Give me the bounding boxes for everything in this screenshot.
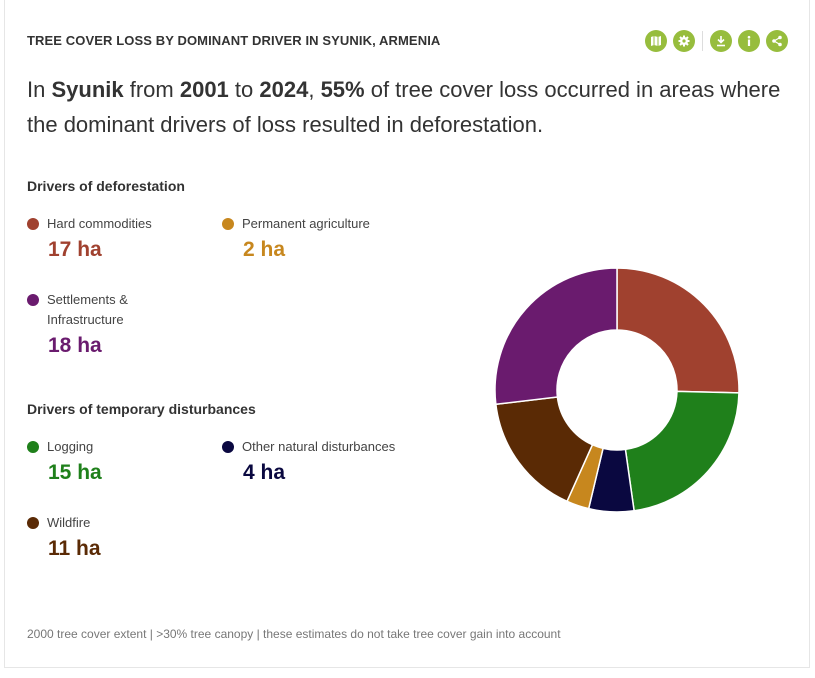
- legend-dot: [27, 441, 39, 453]
- deforestation-section-title: Drivers of deforestation: [27, 178, 185, 194]
- gear-icon: [678, 35, 690, 47]
- sentence-part: to: [228, 77, 260, 102]
- legend-value: 4 ha: [243, 461, 286, 484]
- legend-item-logging: Logging 15 ha: [27, 439, 102, 485]
- sentence-part: of tree cover loss occurred in areas whe…: [27, 77, 781, 137]
- legend-dot: [27, 218, 39, 230]
- sentence-location: Syunik: [51, 77, 124, 102]
- share-button[interactable]: [766, 30, 788, 52]
- widget-toolbar: [639, 30, 788, 52]
- legend-value: 15 ha: [48, 461, 102, 484]
- legend-label: Hard commodities: [47, 216, 152, 231]
- donut-slice-logging[interactable]: [624, 390, 740, 512]
- legend-item-permanent-agriculture: Permanent agriculture 2 ha: [222, 216, 370, 262]
- footer-note: 2000 tree cover extent | >30% tree canop…: [27, 627, 561, 641]
- legend-item-hard-commodities: Hard commodities 17 ha: [27, 216, 152, 262]
- legend-label: Wildfire: [47, 515, 91, 530]
- legend-dot: [222, 441, 234, 453]
- download-icon: [715, 35, 727, 47]
- legend-dot: [222, 218, 234, 230]
- legend-dot: [27, 294, 39, 306]
- map-icon: [650, 35, 662, 47]
- donut-slice-settlements-infrastructure[interactable]: [494, 267, 618, 406]
- download-button[interactable]: [710, 30, 732, 52]
- settings-button[interactable]: [673, 30, 695, 52]
- legend-item-other-natural: Other natural disturbances 4 ha: [222, 439, 395, 485]
- map-button[interactable]: [645, 30, 667, 52]
- legend-label: Settlements & Infrastructure: [47, 292, 128, 327]
- info-button[interactable]: [738, 30, 760, 52]
- share-icon: [771, 35, 783, 47]
- legend-dot: [27, 517, 39, 529]
- sentence-percent: 55%: [320, 77, 365, 102]
- legend-item-settlements: Settlements & Infrastructure 18 ha: [27, 292, 157, 358]
- widget-title: TREE COVER LOSS BY DOMINANT DRIVER IN SY…: [27, 33, 441, 48]
- legend-label: Other natural disturbances: [242, 439, 396, 454]
- summary-sentence: In Syunik from 2001 to 2024, 55% of tree…: [27, 72, 797, 142]
- widget-card: TREE COVER LOSS BY DOMINANT DRIVER IN SY…: [4, 0, 810, 668]
- donut-slice-hard-commodities[interactable]: [616, 267, 740, 394]
- legend-value: 11 ha: [48, 537, 101, 560]
- sentence-start-year: 2001: [179, 77, 229, 102]
- sentence-part: from: [123, 77, 180, 102]
- donut-chart: [494, 267, 740, 513]
- legend-label: Permanent agriculture: [242, 216, 370, 231]
- legend-label: Logging: [47, 439, 94, 454]
- legend-value: 2 ha: [243, 238, 286, 261]
- sentence-part: In: [27, 77, 52, 102]
- legend-value: 18 ha: [48, 334, 102, 357]
- sentence-end-year: 2024: [259, 77, 309, 102]
- temporary-section-title: Drivers of temporary disturbances: [27, 401, 256, 417]
- info-icon: [743, 35, 755, 47]
- legend-value: 17 ha: [48, 238, 102, 261]
- legend-item-wildfire: Wildfire 11 ha: [27, 515, 101, 561]
- sentence-part: ,: [308, 77, 321, 102]
- toolbar-divider: [702, 31, 703, 51]
